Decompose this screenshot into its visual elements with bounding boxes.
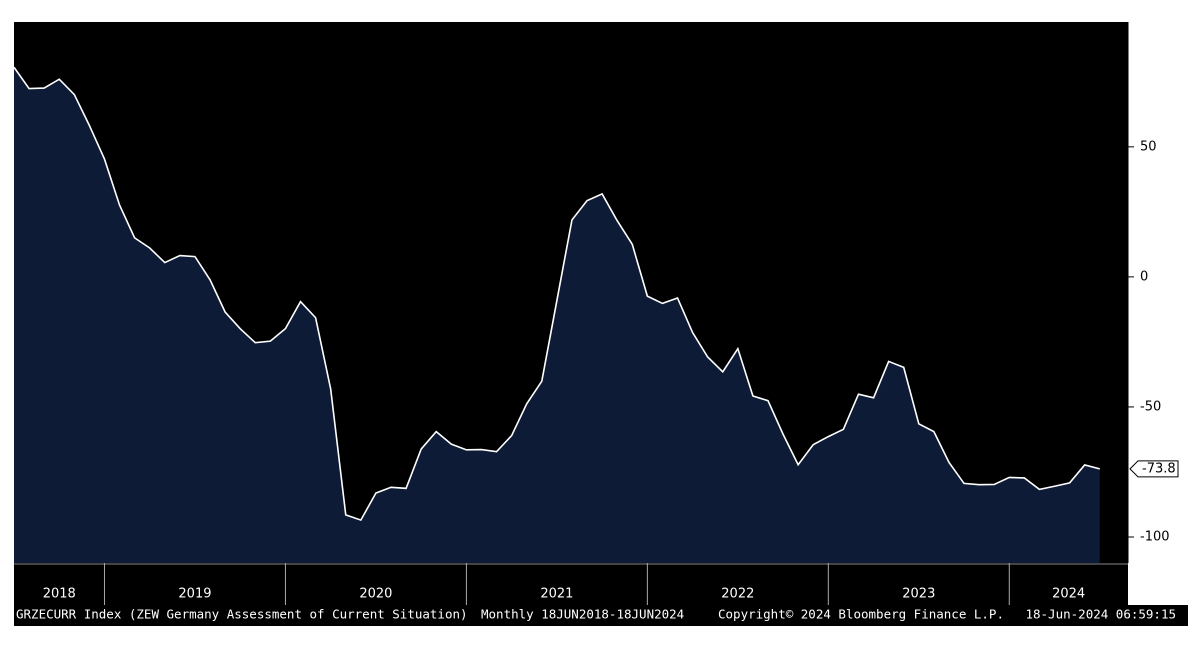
footer	[14, 605, 1188, 626]
y-tick-label: 50	[1140, 139, 1157, 154]
footer-title: GRZECURR Index (ZEW Germany Assessment o…	[16, 607, 468, 622]
line	[13, 66, 1100, 522]
x-tick-label: 2022	[721, 587, 754, 602]
last-value-tag	[1129, 460, 1179, 478]
x-tick-label: 2021	[540, 587, 573, 602]
y-tick-label: 0	[1140, 269, 1148, 284]
x-tick-label: 2019	[178, 587, 211, 602]
x-tick-label: 2023	[902, 587, 935, 602]
footer-timestamp: 18-Jun-2024 06:59:15	[1025, 607, 1176, 622]
y-tick-label: -100	[1140, 529, 1170, 544]
last-value-label: -73.8	[1142, 461, 1176, 476]
footer-frequency: Monthly 18JUN2018-18JUN2024	[481, 607, 684, 622]
x-tick-label: 2018	[43, 587, 76, 602]
x-tick-label: 2024	[1052, 587, 1085, 602]
x-axis-band	[14, 563, 1128, 605]
area-fill	[14, 67, 1100, 564]
y-tick-label: -50	[1140, 399, 1161, 414]
footer-copyright: Copyright© 2024 Bloomberg Finance L.P.	[718, 607, 1004, 622]
x-tick-label: 2020	[359, 587, 392, 602]
